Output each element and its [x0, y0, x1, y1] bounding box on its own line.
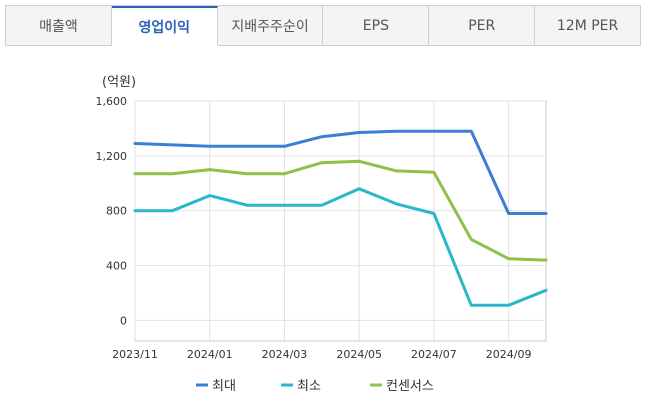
tab-net-income[interactable]: 지배주주순이: [217, 6, 324, 45]
series-line-2: [133, 159, 548, 262]
y-tick-label: 1,600: [96, 95, 128, 108]
y-tick-label: 800: [106, 205, 127, 218]
x-tick-labels: 2023/11 2024/01 2024/03 2024/05 2024/07 2024/…: [112, 348, 531, 361]
x-tick-label: 2024/05: [336, 348, 382, 361]
series-lines: [133, 129, 548, 307]
y-tick-label: 1,200: [96, 150, 128, 163]
x-tick-label: 2024/01: [187, 348, 233, 361]
y-tick-labels: 0 400 800 1,200 1,600: [96, 95, 128, 327]
legend-label: 최대: [212, 379, 236, 394]
legend: 최대 최소 컨센서스: [196, 379, 434, 394]
plot-area: [134, 100, 547, 342]
chart-container: (억원) 0 400 800 1,200 1,600 2023/11 2024/01 202…: [0, 46, 647, 412]
legend-label: 컨센서스: [386, 379, 434, 394]
tab-eps[interactable]: EPS: [323, 6, 430, 45]
x-tick-label: 2024/09: [486, 348, 532, 361]
tab-per[interactable]: PER: [429, 6, 536, 45]
y-tick-label: 400: [106, 260, 127, 273]
series-line-0: [133, 129, 548, 215]
y-axis-label: (억원): [102, 75, 136, 90]
x-tick-label: 2024/07: [411, 348, 457, 361]
gridlines: [134, 100, 546, 341]
tab-operating-profit[interactable]: 영업이익: [111, 6, 218, 46]
series-line-1: [133, 187, 548, 307]
y-tick-label: 0: [120, 314, 127, 327]
x-tick-label: 2024/03: [262, 348, 308, 361]
x-tick-label: 2023/11: [112, 348, 158, 361]
tab-bar: 매출액 영업이익 지배주주순이 EPS PER 12M PER: [5, 5, 641, 46]
legend-label: 최소: [297, 379, 321, 394]
tab-revenue[interactable]: 매출액: [6, 6, 112, 45]
tab-12m-per[interactable]: 12M PER: [535, 6, 640, 45]
